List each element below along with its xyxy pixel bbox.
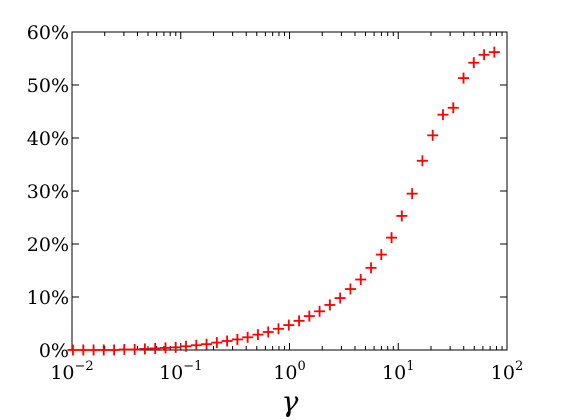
y-tick-label: 40%: [27, 128, 69, 150]
x-tick-labels: 10−2 10−1 100 101 102: [50, 359, 523, 384]
x-tick-label: 10−2: [50, 359, 93, 384]
data-point: [98, 344, 110, 356]
data-point: [190, 339, 202, 351]
data-point: [365, 262, 377, 274]
data-point: [406, 188, 418, 200]
data-point: [118, 343, 130, 355]
data-point: [386, 232, 398, 244]
data-point: [375, 249, 387, 261]
data-points: [67, 46, 500, 356]
data-point: [344, 283, 356, 295]
data-point: [211, 337, 223, 349]
axis-ticks: [71, 31, 508, 351]
data-point: [149, 342, 161, 354]
data-point: [458, 72, 470, 84]
y-tick-label: 0%: [39, 340, 69, 362]
x-tick-label: 102: [491, 359, 523, 384]
data-point: [314, 305, 326, 317]
data-point: [273, 323, 285, 335]
data-point: [396, 210, 408, 222]
data-point: [88, 344, 100, 356]
y-tick-label: 20%: [27, 234, 69, 256]
data-point: [77, 344, 89, 356]
data-point: [242, 331, 254, 343]
x-tick-label: 100: [273, 359, 305, 384]
data-point: [468, 57, 480, 69]
data-point: [201, 338, 213, 350]
data-point: [67, 344, 79, 356]
data-point: [437, 109, 449, 121]
x-tick-label: 10−1: [159, 359, 202, 384]
data-point: [221, 335, 233, 347]
data-point: [303, 310, 315, 322]
data-point: [159, 342, 171, 354]
data-point: [252, 329, 264, 341]
x-tick-label: 101: [382, 359, 414, 384]
x-axis-label: γ: [282, 385, 299, 418]
data-point: [427, 129, 439, 141]
data-point: [129, 343, 141, 355]
data-point: [180, 340, 192, 352]
y-tick-label: 30%: [27, 181, 69, 203]
data-point: [478, 49, 490, 61]
data-point: [283, 319, 295, 331]
data-point: [293, 315, 305, 327]
data-point: [108, 344, 120, 356]
y-tick-label: 60%: [27, 22, 69, 44]
data-point: [416, 155, 428, 167]
plot-frame: [71, 31, 508, 351]
data-point: [447, 102, 459, 114]
data-point: [488, 46, 500, 58]
plot-area-border: [71, 31, 508, 351]
data-point: [334, 292, 346, 304]
data-point: [139, 343, 151, 355]
y-tick-label: 10%: [27, 287, 69, 309]
data-point: [355, 274, 367, 286]
y-tick-labels: 0% 10% 20% 30% 40% 50% 60%: [27, 22, 69, 362]
data-point: [231, 333, 243, 345]
y-tick-label: 50%: [27, 75, 69, 97]
data-point: [262, 326, 274, 338]
data-point: [324, 299, 336, 311]
data-point: [170, 341, 182, 353]
